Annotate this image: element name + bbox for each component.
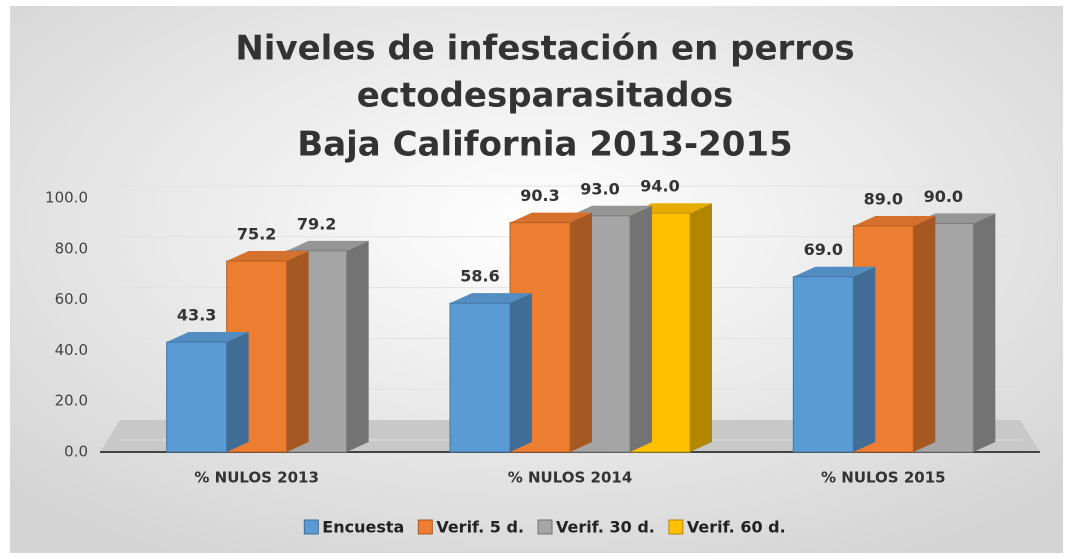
- legend-label: Encuesta: [322, 518, 404, 537]
- y-tick-label: 0.0: [64, 443, 88, 461]
- chart-title: ectodesparasitados: [357, 76, 733, 116]
- bar-top: [166, 332, 249, 343]
- legend-swatch: [537, 519, 553, 535]
- data-label: 90.3: [520, 186, 559, 205]
- data-label: 94.0: [640, 177, 679, 196]
- x-tick-label: % NULOS 2015: [821, 469, 946, 487]
- bar-side: [913, 215, 936, 452]
- bar-side: [226, 332, 249, 452]
- legend-swatch: [303, 519, 319, 535]
- bar-side: [570, 212, 592, 452]
- data-label: 43.3: [177, 306, 216, 325]
- legend-label: Verif. 5 d.: [436, 518, 524, 537]
- bar-side: [346, 240, 369, 452]
- data-label: 89.0: [864, 189, 903, 208]
- data-label: 79.2: [297, 214, 336, 233]
- data-label: 90.0: [924, 187, 963, 206]
- y-tick-label: 80.0: [55, 239, 88, 257]
- bar-side: [630, 205, 652, 452]
- bar-side: [973, 213, 996, 452]
- bar-top: [286, 240, 369, 251]
- y-tick-label: 100.0: [45, 189, 88, 207]
- bar-top: [853, 215, 936, 226]
- legend-swatch: [417, 519, 433, 535]
- bar-side: [853, 266, 876, 452]
- y-tick-label: 40.0: [55, 341, 88, 359]
- bar-top: [793, 266, 876, 277]
- chart-title: Niveles de infestación en perros: [235, 29, 854, 69]
- bar: [166, 341, 228, 453]
- y-tick-label: 20.0: [55, 392, 88, 410]
- x-tick-label: % NULOS 2013: [194, 469, 319, 487]
- data-label: 58.6: [460, 267, 499, 286]
- legend-label: Verif. 60 d.: [687, 518, 786, 537]
- bar: [449, 302, 511, 453]
- legend-swatch: [668, 519, 684, 535]
- bar: [792, 276, 854, 453]
- bar-side: [286, 250, 309, 452]
- x-tick-label: % NULOS 2014: [508, 469, 633, 487]
- bar-top: [226, 250, 309, 261]
- data-label: 69.0: [804, 240, 843, 259]
- bar-top: [510, 212, 592, 223]
- y-tick-label: 60.0: [55, 290, 88, 308]
- data-label: 75.2: [237, 224, 276, 243]
- bar-top: [450, 293, 532, 304]
- bar-side: [510, 293, 532, 452]
- legend-label: Verif. 30 d.: [556, 518, 655, 537]
- data-label: 93.0: [580, 179, 619, 198]
- bar-side: [690, 203, 712, 452]
- chart-title: Baja California 2013-2015: [297, 125, 792, 165]
